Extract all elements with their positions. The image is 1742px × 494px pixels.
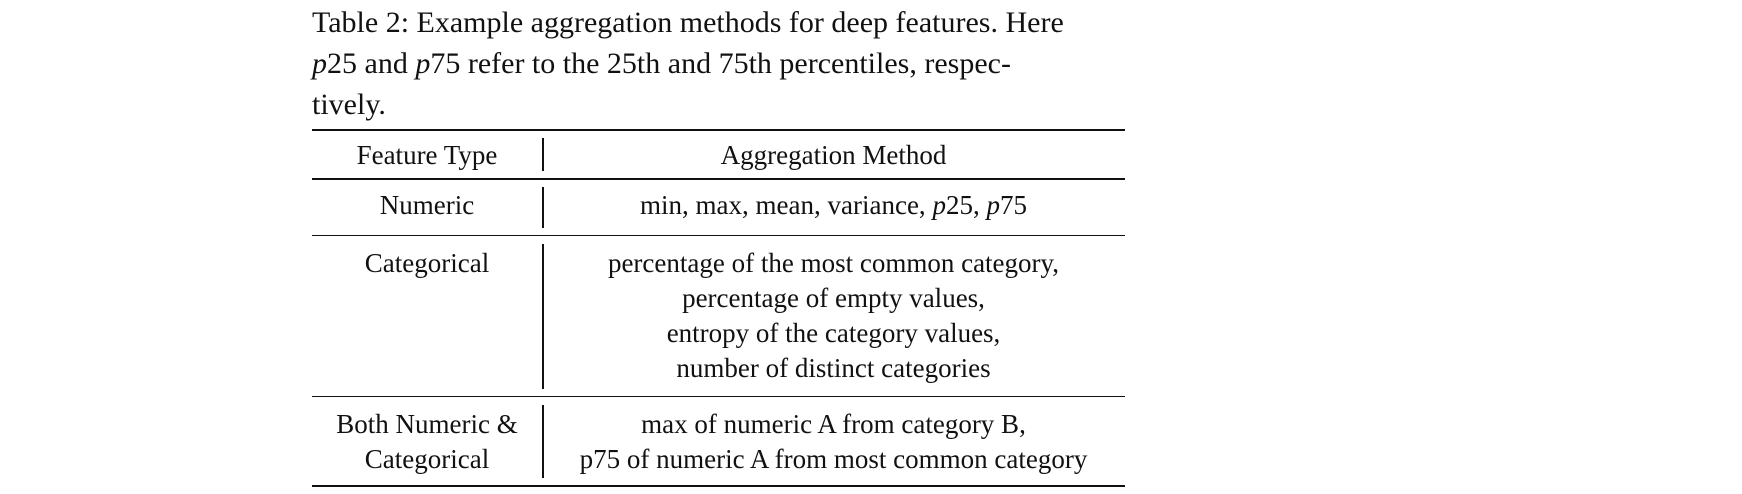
cell-feature-type: Both Numeric & Categorical (312, 397, 542, 487)
caption-p-italic: p (312, 47, 327, 80)
cell-aggregation-method-line: entropy of the category values, (666, 318, 1001, 348)
method-p-italic: p (986, 190, 1000, 220)
caption-line-2: p25 and p75 refer to the 25th and 75th p… (312, 43, 1137, 84)
cell-feature-type-line: Categorical (364, 248, 490, 278)
cell-aggregation-method: max of numeric A from category B, p75 of… (542, 397, 1125, 487)
aggregation-table-wrapper: Feature Type Aggregation Method Numeric … (312, 129, 1125, 487)
caption-line-3: tively. (312, 88, 386, 121)
method-p-italic: p (932, 190, 946, 220)
caption-line-2-part: 75 refer to the 25th and 75th percentile… (430, 47, 1011, 80)
header-feature-type-inner: Feature Type (312, 138, 542, 173)
cell-aggregation-method-line: p75 of numeric A from most common catego… (579, 444, 1088, 474)
column-separator (542, 187, 544, 228)
method-part: 75 (999, 190, 1027, 220)
table-header: Feature Type Aggregation Method (312, 130, 1125, 179)
header-feature-type-text: Feature Type (356, 140, 498, 170)
cell-aggregation-method-line: max of numeric A from category B, (641, 409, 1026, 439)
header-aggregation-method-text: Aggregation Method (720, 140, 947, 170)
caption-line-2-part: 25 and (327, 47, 416, 80)
column-separator (542, 243, 544, 389)
cell-feature-type: Categorical (312, 236, 542, 397)
aggregation-table: Feature Type Aggregation Method Numeric … (312, 129, 1125, 487)
table-caption: Table 2: Example aggregation methods for… (312, 2, 1142, 125)
header-feature-type: Feature Type (312, 130, 542, 179)
cell-aggregation-method-line: number of distinct categories (676, 353, 991, 383)
method-part: min, max, mean, variance, (640, 190, 933, 220)
caption-line-2-text: p25 and p75 refer to the 25th and 75th p… (312, 43, 1011, 84)
table-row: Both Numeric & Categorical max of numeri… (312, 397, 1125, 487)
cell-aggregation-method-line: percentage of empty values, (682, 283, 985, 313)
cell-feature-type-line: Numeric (379, 190, 475, 220)
caption-line-1-text: Table 2: Example aggregation methods for… (312, 6, 1064, 39)
cell-aggregation-method: min, max, mean, variance, p25, p75 (542, 179, 1125, 236)
column-separator (542, 404, 544, 478)
cell-feature-type: Numeric (312, 179, 542, 236)
caption-line-1: Table 2: Example aggregation methods for… (312, 2, 1137, 43)
table-body: Numeric min, max, mean, variance, p25, p… (312, 179, 1125, 486)
cell-aggregation-method: percentage of the most common category, … (542, 236, 1125, 397)
table-row: Numeric min, max, mean, variance, p25, p… (312, 179, 1125, 236)
cell-aggregation-method-line: min, max, mean, variance, p25, p75 (542, 188, 1125, 223)
header-row: Feature Type Aggregation Method (312, 130, 1125, 179)
cell-feature-type-line: Categorical (364, 444, 490, 474)
method-part: 25, (945, 190, 987, 220)
cell-aggregation-method-line: percentage of the most common category, (607, 248, 1060, 278)
column-separator (542, 138, 544, 171)
caption-p-italic: p (415, 47, 431, 80)
cell-feature-type-line: Both Numeric & (336, 409, 518, 439)
header-aggregation-method: Aggregation Method (542, 130, 1125, 179)
table-row: Categorical percentage of the most commo… (312, 236, 1125, 397)
